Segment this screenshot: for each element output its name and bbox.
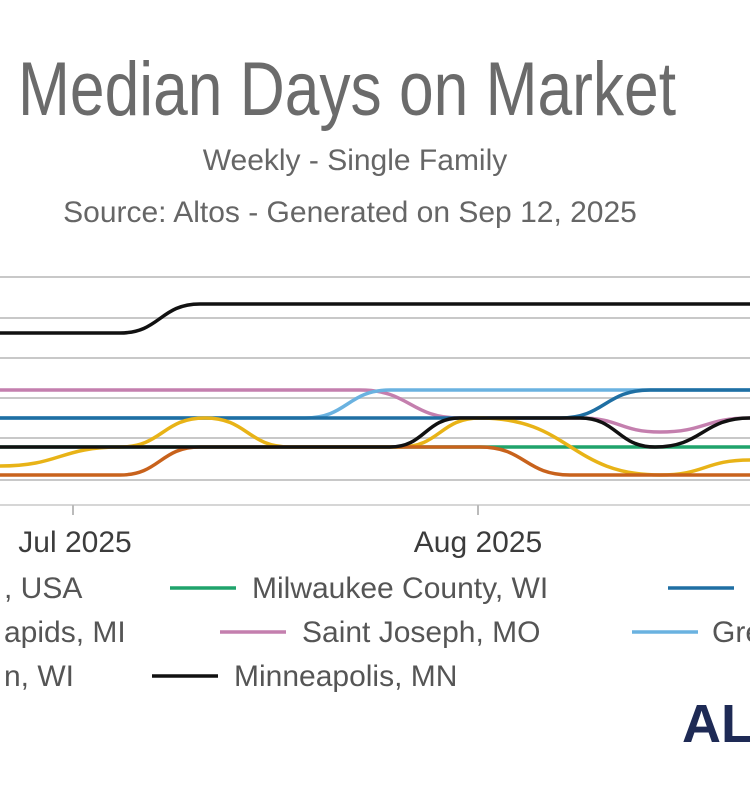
- series-line-6: [0, 445, 750, 477]
- legend-label-5: Gre: [712, 616, 750, 649]
- series-line-2: [0, 388, 750, 420]
- legend-label-4: Saint Joseph, MO: [302, 616, 540, 649]
- altos-logo: AL: [682, 694, 750, 754]
- grid-lines: [0, 276, 750, 506]
- x-tick-label-jul: Jul 2025: [18, 526, 131, 559]
- series-line-0: [0, 302, 750, 335]
- chart-subtitle: Weekly - Single Family: [203, 144, 508, 177]
- x-tick-label-aug: Aug 2025: [414, 526, 542, 559]
- legend-label-3: apids, MI: [4, 616, 126, 649]
- series-line-1: [0, 388, 750, 434]
- legend: , USA Milwaukee County, WI apids, MI Saint …: [4, 572, 750, 693]
- legend-label-6: n, WI: [4, 660, 74, 693]
- series-lines: [0, 302, 750, 477]
- series-line-3: [0, 388, 750, 420]
- chart-title: Median Days on Market: [18, 46, 676, 131]
- legend-label-7: Minneapolis, MN: [234, 660, 457, 693]
- series-line-7: [0, 416, 750, 449]
- legend-label-1: Milwaukee County, WI: [252, 572, 548, 605]
- chart-source: Source: Altos - Generated on Sep 12, 202…: [63, 196, 637, 229]
- legend-label-0: , USA: [4, 572, 82, 605]
